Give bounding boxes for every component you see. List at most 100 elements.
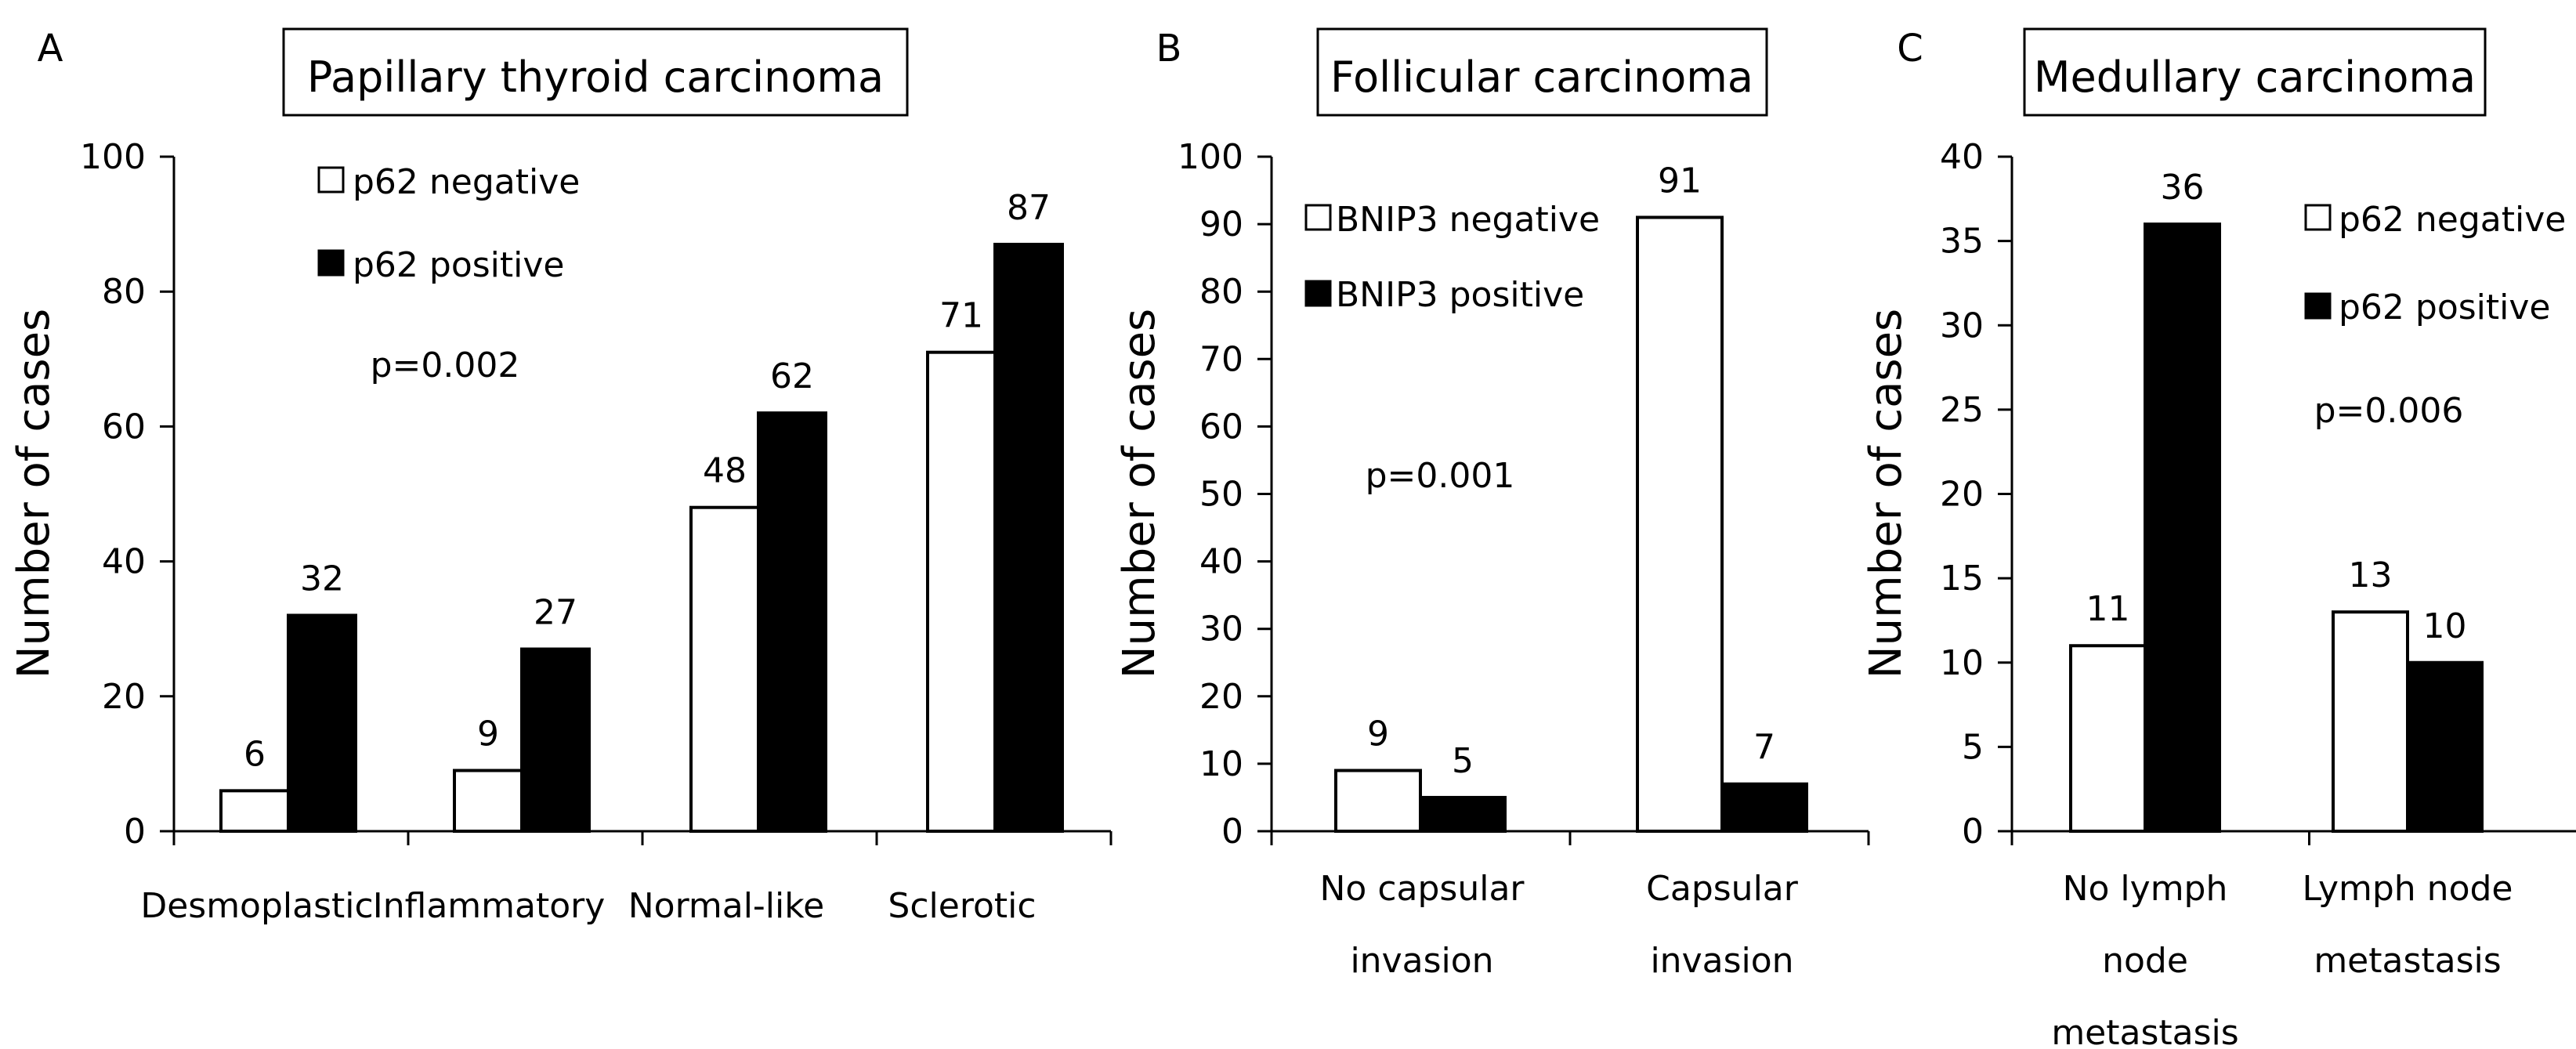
- y-tick-label: 0: [1221, 812, 1243, 852]
- x-tick-label: No lymph node metastasis: [2051, 869, 2238, 1049]
- panel-label: A: [38, 27, 63, 71]
- x-tick-label: No capsular invasion: [1320, 869, 1525, 981]
- x-tick-label-line: No capsular: [1320, 869, 1525, 909]
- bar-negative: [2332, 610, 2409, 833]
- data-label: 5: [1452, 741, 1474, 781]
- x-tick-label-line: node: [2102, 941, 2188, 981]
- data-label: 36: [2161, 168, 2205, 208]
- y-tick-label: 80: [102, 272, 146, 312]
- data-label: 6: [244, 734, 266, 774]
- panel-label: C: [1897, 27, 1923, 71]
- bar-positive: [287, 613, 357, 833]
- x-tick-label-line: invasion: [1350, 941, 1493, 981]
- data-label: 87: [1007, 188, 1051, 228]
- y-axis-label: Number of cases: [9, 309, 60, 678]
- legend-label: p62 positive: [353, 245, 565, 285]
- y-tick-label: 20: [102, 677, 146, 717]
- p-value-annotation: p=0.006: [2314, 391, 2464, 431]
- y-tick-label: 35: [1940, 222, 1984, 262]
- y-tick-label: 40: [1940, 137, 1984, 177]
- y-tick-label: 80: [1199, 272, 1243, 312]
- data-label: 9: [1367, 714, 1389, 754]
- y-tick-label: 15: [1940, 559, 1984, 599]
- legend-label: p62 negative: [2339, 200, 2566, 240]
- x-tick-label-line: invasion: [1650, 941, 1793, 981]
- legend-label: BNIP3 positive: [1336, 275, 1584, 315]
- y-tick-label: 90: [1199, 204, 1243, 244]
- x-tick-label-line: Desmoplastic: [140, 886, 373, 926]
- data-label: 7: [1753, 728, 1775, 768]
- x-tick-label-line: Capsular: [1646, 869, 1799, 909]
- legend-swatch: [2304, 292, 2332, 320]
- legend-swatch: [1304, 204, 1332, 231]
- y-tick-label: 60: [102, 407, 146, 447]
- x-tick-label: Capsular invasion: [1646, 869, 1799, 981]
- y-tick-label: 30: [1199, 610, 1243, 649]
- legend-swatch: [1304, 280, 1332, 307]
- bar-positive: [520, 647, 591, 834]
- bar-positive: [993, 242, 1064, 833]
- y-tick-label: 10: [1940, 643, 1984, 683]
- y-tick-label: 5: [1962, 727, 1984, 767]
- data-label: 27: [534, 593, 577, 633]
- x-tick-label: Sclerotic: [888, 886, 1036, 926]
- y-tick-label: 20: [1940, 475, 1984, 515]
- y-tick-label: 40: [1199, 542, 1243, 582]
- y-tick-label: 50: [1199, 475, 1243, 515]
- x-tick-label: Lymph node metastasis: [2303, 869, 2513, 981]
- data-label: 71: [939, 296, 983, 336]
- y-tick-label: 100: [1178, 137, 1243, 177]
- data-label: 11: [2086, 589, 2130, 629]
- data-label: 91: [1658, 161, 1702, 201]
- legend-label: p62 positive: [2339, 288, 2551, 327]
- bar-negative: [2069, 644, 2147, 833]
- bar-negative: [689, 505, 760, 833]
- bar-negative: [1636, 215, 1724, 833]
- x-tick-label: Desmoplastic: [140, 886, 373, 926]
- data-label: 13: [2349, 555, 2393, 595]
- y-tick-label: 25: [1940, 390, 1984, 430]
- panel-label: B: [1156, 27, 1182, 71]
- bar-positive: [1720, 782, 1808, 833]
- legend-label: p62 negative: [353, 162, 580, 202]
- data-label: 32: [300, 559, 344, 599]
- chart-title: Medullary carcinoma: [2034, 52, 2476, 102]
- title-box: [282, 27, 909, 117]
- bar-positive: [757, 411, 827, 833]
- legend-label: BNIP3 negative: [1336, 200, 1600, 240]
- y-tick-label: 100: [80, 137, 146, 177]
- x-tick-label: Normal-like: [628, 886, 825, 926]
- y-tick-label: 30: [1940, 306, 1984, 345]
- p-value-annotation: p=0.001: [1366, 456, 1515, 496]
- bar-negative: [219, 789, 290, 834]
- x-tick-label-line: Sclerotic: [888, 886, 1036, 926]
- y-axis-label: Number of cases: [1114, 309, 1165, 678]
- data-label: 9: [477, 714, 499, 754]
- chart-title: Papillary thyroid carcinoma: [307, 52, 884, 102]
- x-tick-label-line: Lymph node: [2303, 869, 2513, 909]
- y-tick-label: 0: [1962, 812, 1984, 852]
- legend-swatch: [317, 249, 345, 277]
- bar-positive: [2144, 222, 2221, 834]
- x-tick-label-line: Normal-like: [628, 886, 825, 926]
- y-tick-label: 60: [1199, 407, 1243, 447]
- y-tick-label: 0: [124, 812, 146, 852]
- y-tick-label: 10: [1199, 744, 1243, 784]
- data-label: 48: [703, 451, 747, 491]
- chart-title: Follicular carcinoma: [1330, 52, 1753, 102]
- x-tick-label-line: metastasis: [2314, 941, 2501, 981]
- p-value-annotation: p=0.002: [371, 345, 520, 385]
- data-label: 62: [770, 356, 814, 396]
- y-axis-label: Number of cases: [1861, 309, 1912, 678]
- y-tick-label: 40: [102, 542, 146, 582]
- data-label: 10: [2423, 606, 2467, 646]
- bar-negative: [1334, 769, 1422, 834]
- bar-positive: [2406, 660, 2484, 833]
- bar-negative: [453, 769, 523, 834]
- bar-positive: [1419, 795, 1507, 834]
- x-tick-label-line: Inflammatory: [373, 886, 606, 926]
- x-tick-label: Inflammatory: [373, 886, 606, 926]
- bar-negative: [926, 350, 997, 833]
- legend-swatch: [317, 166, 345, 194]
